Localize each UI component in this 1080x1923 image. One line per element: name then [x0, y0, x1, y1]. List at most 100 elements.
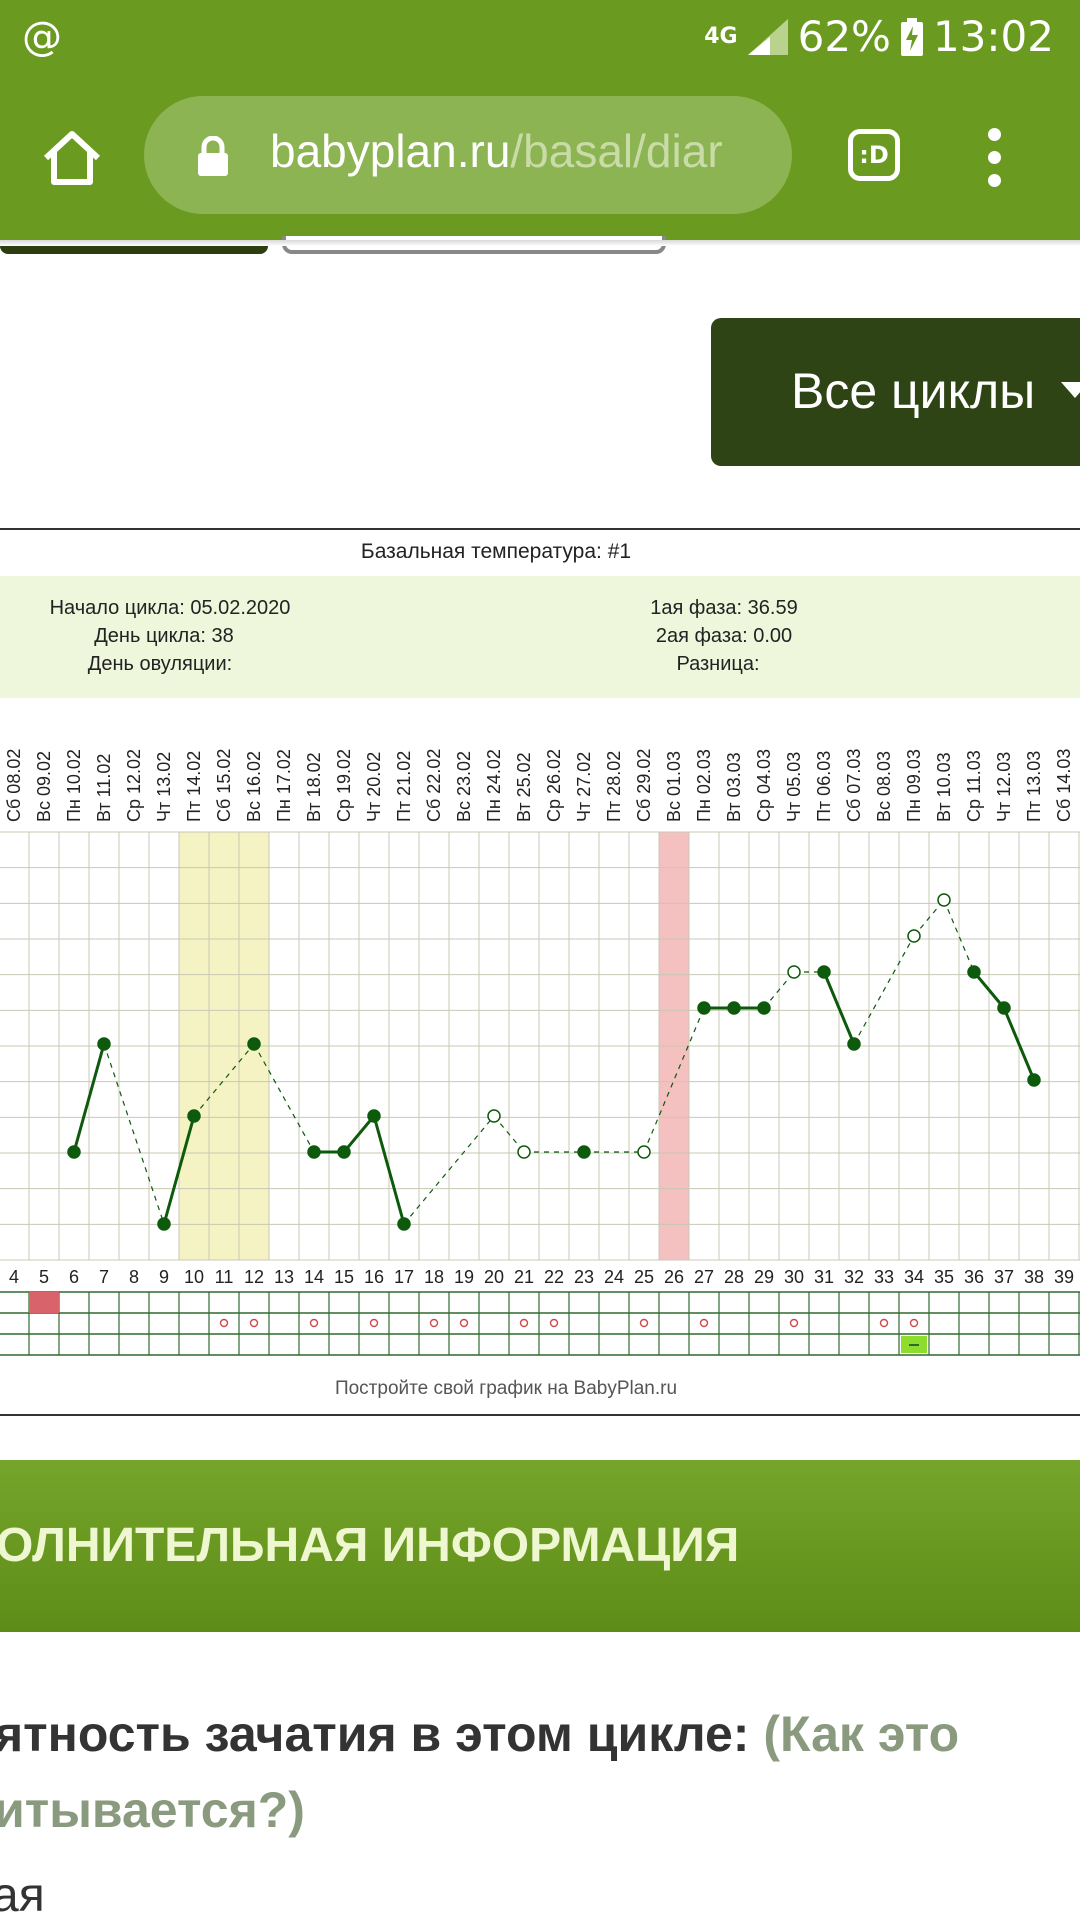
how-calculated-link-part2[interactable]: итывается?): [0, 1782, 305, 1838]
symptom-marker: [639, 1318, 649, 1328]
additional-info-banner: ОЛНИТЕЛЬНАЯ ИНФОРМАЦИЯ: [0, 1460, 1080, 1632]
day-number: 24: [604, 1267, 624, 1287]
clock: 13:02: [932, 12, 1054, 61]
date-label: Чт 27.02: [574, 752, 594, 822]
date-label: Ср 12.02: [124, 749, 144, 822]
temperature-point: [187, 1109, 201, 1123]
date-label: Сб 07.03: [844, 749, 864, 822]
temperature-point: [97, 1037, 111, 1051]
day-number: 8: [129, 1267, 139, 1287]
temperature-segment: [972, 971, 1006, 1009]
date-label: Сб 15.02: [214, 749, 234, 822]
day-number: 13: [274, 1267, 294, 1287]
temperature-point: [337, 1145, 351, 1159]
temperature-segment: [342, 1115, 376, 1153]
date-label: Вт 10.03: [934, 752, 954, 822]
day-number: 5: [39, 1267, 49, 1287]
all-cycles-dropdown[interactable]: Все циклы: [711, 318, 1080, 466]
chevron-down-icon: [1061, 382, 1080, 398]
day-number: 27: [694, 1267, 714, 1287]
more-menu-icon[interactable]: [988, 128, 1004, 188]
battery-charging-icon: [900, 17, 923, 56]
chart-title: Базальная температура: #1: [361, 540, 631, 563]
symptom-marker: [219, 1318, 229, 1328]
status-app-icon: @: [22, 14, 62, 60]
day-number: 39: [1054, 1267, 1074, 1287]
temperature-point: [697, 1001, 711, 1015]
date-label: Ср 11.03: [964, 750, 984, 822]
date-label: Пн 17.02: [274, 749, 294, 822]
date-label: Вс 09.02: [34, 751, 54, 822]
date-label: Пн 09.03: [904, 749, 924, 822]
temperature-gap-segment: [853, 935, 915, 1045]
day-number: 20: [484, 1267, 504, 1287]
temperature-segment: [162, 1115, 196, 1225]
tab-switcher-button[interactable]: :D: [848, 129, 900, 181]
basal-temperature-chart: Базальная температура: #1 Начало цикла: …: [0, 528, 1080, 1416]
day-number: 6: [69, 1267, 79, 1287]
symptom-marker: [699, 1318, 709, 1328]
day-number: 32: [844, 1267, 864, 1287]
temperature-gap-segment: [763, 971, 795, 1009]
day-number: 23: [574, 1267, 594, 1287]
chart-svg: Базальная температура: #1 Начало цикла: …: [0, 528, 1080, 1416]
day-number: 21: [514, 1267, 534, 1287]
date-label: Пт 28.02: [604, 751, 624, 822]
day-number: 33: [874, 1267, 894, 1287]
temperature-gap-segment: [403, 1115, 495, 1225]
date-label: Вс 16.02: [244, 751, 264, 822]
day-number: 31: [814, 1267, 834, 1287]
symptom-marker: [789, 1318, 799, 1328]
day-number: 29: [754, 1267, 774, 1287]
day-number: 9: [159, 1267, 169, 1287]
date-label: Чт 13.02: [154, 752, 174, 822]
temperature-point: [847, 1037, 861, 1051]
date-label: Чт 20.02: [364, 752, 384, 822]
temperature-point-excluded: [907, 929, 921, 943]
date-label: Вт 18.02: [304, 752, 324, 822]
browser-chrome: @ 4G 62% 13:02 babyplan.ru/basal/: [0, 0, 1080, 240]
temperature-point-excluded: [937, 893, 951, 907]
all-cycles-label: Все циклы: [791, 363, 1036, 419]
date-label: Пт 06.03: [814, 751, 834, 822]
temperature-gap-segment: [253, 1043, 315, 1153]
symptom-marker: [909, 1318, 919, 1328]
day-number: 26: [664, 1267, 684, 1287]
temperature-point-excluded: [637, 1145, 651, 1159]
temperature-segment: [372, 1115, 406, 1225]
phase1-text: 1ая фаза: 36.59: [650, 597, 797, 619]
symptom-marker: [519, 1318, 529, 1328]
temperature-segment: [822, 971, 856, 1045]
temperature-gap-segment: [103, 1043, 165, 1225]
date-label: Пн 10.02: [64, 749, 84, 822]
chart-footer: Постройте свой график на BabyPlan.ru: [335, 1378, 677, 1399]
day-number: 30: [784, 1267, 804, 1287]
day-number: 36: [964, 1267, 984, 1287]
url-field[interactable]: babyplan.ru/basal/diar: [144, 96, 792, 214]
date-label: Пн 02.03: [694, 749, 714, 822]
phase2-text: 2ая фаза: 0.00: [656, 625, 792, 647]
temperature-point: [367, 1109, 381, 1123]
home-icon[interactable]: [40, 126, 104, 190]
date-label: Пт 21.02: [394, 751, 414, 822]
temperature-point: [307, 1145, 321, 1159]
temperature-point: [157, 1217, 171, 1231]
period-cell: [29, 1292, 59, 1313]
address-bar: babyplan.ru/basal/diar :D: [0, 76, 1080, 240]
day-number: 10: [184, 1267, 204, 1287]
how-calculated-link-part1[interactable]: (Как это: [763, 1706, 960, 1762]
chart-info-panel: [0, 576, 1080, 698]
toolbar-shadow: [0, 240, 1080, 246]
temperature-point: [817, 965, 831, 979]
date-label: Чт 12.03: [994, 752, 1014, 822]
symptom-marker: [309, 1318, 319, 1328]
date-label: Вт 11.02: [94, 754, 114, 822]
temperature-point-excluded: [517, 1145, 531, 1159]
day-number: 18: [424, 1267, 444, 1287]
temperature-point: [397, 1217, 411, 1231]
temperature-gap-segment: [943, 899, 975, 973]
temperature-gap-segment: [643, 1007, 705, 1153]
day-number: 35: [934, 1267, 954, 1287]
symptom-marker: [369, 1318, 379, 1328]
probability-value: ая: [0, 1869, 45, 1922]
